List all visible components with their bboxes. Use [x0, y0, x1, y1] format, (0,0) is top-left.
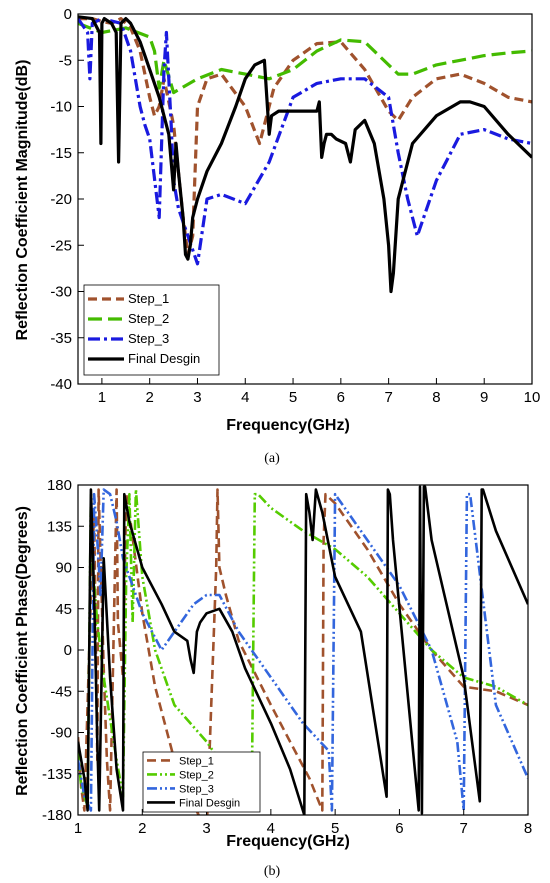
chart-a-x-axis-title: Frequency(GHz)	[226, 417, 350, 434]
chart-b-y-tick-label: 135	[47, 518, 72, 535]
chart-a-series-line-step-3	[78, 17, 532, 266]
chart-b-y-tick-label: -90	[50, 725, 72, 742]
chart-b-legend-label: Step_1	[179, 755, 214, 767]
chart-b-y-tick-label: 180	[47, 477, 72, 494]
chart-a-x-tick-label: 3	[193, 389, 201, 406]
chart-b-legend: Step_1 Step_2 Step_3 Final Desgin	[142, 751, 261, 813]
chart-a-y-axis-title: Reflection Coefficient Magnitude(dB)	[14, 60, 31, 341]
chart-b-x-tick-label: 5	[331, 820, 339, 837]
chart-b-x-tick-label: 2	[138, 820, 146, 837]
chart-a-series-line-step-1	[78, 17, 532, 257]
chart-a-series-line-final-desgin	[78, 15, 532, 294]
chart-b-y-tick-label: 90	[55, 560, 72, 577]
chart-b-y-tick-label: 0	[64, 642, 72, 659]
chart-b-y-tick-label: -45	[50, 683, 72, 700]
chart-a-y-tick-label: 0	[64, 6, 72, 23]
chart-b-series-line-step-3	[78, 488, 528, 812]
chart-b-y-axis-title: Reflection Coefficient Phase(Degrees)	[14, 506, 31, 796]
chart-a-x-tick-label: 2	[146, 389, 154, 406]
chart-b-x-tick-label: 3	[202, 820, 210, 837]
chart-a-x-tick-label: 5	[289, 389, 297, 406]
chart-a-y-tick-label: -30	[50, 284, 72, 301]
chart-a-legend-label: Step_1	[128, 291, 169, 306]
chart-b-panel-label: (b)	[264, 864, 281, 879]
chart-b-legend-label: Step_2	[179, 769, 214, 781]
chart-b-x-tick-label: 6	[395, 820, 403, 837]
chart-a-x-tick-label: 1	[98, 389, 106, 406]
chart-b-series-line-step-2	[78, 488, 528, 812]
chart-b-series-layer	[78, 485, 528, 815]
chart-a-x-tick-label: 10	[524, 389, 541, 406]
chart-b-y-tick-label: 45	[55, 601, 72, 618]
chart-a-y-tick-label: -5	[59, 52, 72, 69]
chart-a: 1 2 3 4 5 6 7 8 9 10 0 -5 -10 -15 -20 -25 -30 -35 -40 Freq…	[14, 6, 540, 466]
chart-a-y-tick-label: -35	[50, 330, 72, 347]
chart-b-x-axis-title: Frequency(GHz)	[226, 833, 350, 850]
chart-a-legend-label: Step_2	[128, 311, 169, 326]
chart-a-legend-label: Step_3	[128, 331, 169, 346]
chart-a-series-line-step-2	[78, 21, 532, 95]
chart-a-x-tick-label: 4	[241, 389, 249, 406]
chart-b-x-tick-label: 8	[524, 820, 532, 837]
chart-a-x-tick-label: 9	[480, 389, 488, 406]
chart-a-series-layer	[78, 15, 532, 294]
chart-a-panel-label: (a)	[264, 451, 280, 466]
chart-b-y-tick-label: -180	[42, 807, 72, 824]
chart-b-series-line-final-desgin	[78, 485, 528, 815]
chart-b-x-tick-label: 4	[267, 820, 275, 837]
chart-b-legend-label: Step_3	[179, 783, 214, 795]
chart-a-y-tick-label: -15	[50, 145, 72, 162]
chart-b-y-tick-label: -135	[42, 766, 72, 783]
chart-a-legend: Step_1 Step_2 Step_3 Final Desgin	[83, 284, 220, 376]
chart-a-y-tick-label: -20	[50, 191, 72, 208]
chart-b-x-tick-label: 1	[74, 820, 82, 837]
chart-a-x-tick-label: 7	[384, 389, 392, 406]
chart-b-series-line-step-1	[78, 488, 528, 815]
chart-b-x-tick-label: 7	[460, 820, 468, 837]
chart-b-legend-label: Final Desgin	[179, 797, 240, 809]
chart-a-y-tick-label: -10	[50, 99, 72, 116]
chart-a-x-tick-label: 8	[432, 389, 440, 406]
chart-a-y-tick-label: -40	[50, 376, 72, 393]
chart-a-y-tick-label: -25	[50, 237, 72, 254]
chart-a-axes: 1 2 3 4 5 6 7 8 9 10 0 -5 -10 -15 -20 -25 -30 -35 -40	[50, 6, 540, 406]
chart-a-x-tick-label: 6	[337, 389, 345, 406]
chart-a-legend-label: Final Desgin	[128, 351, 200, 366]
